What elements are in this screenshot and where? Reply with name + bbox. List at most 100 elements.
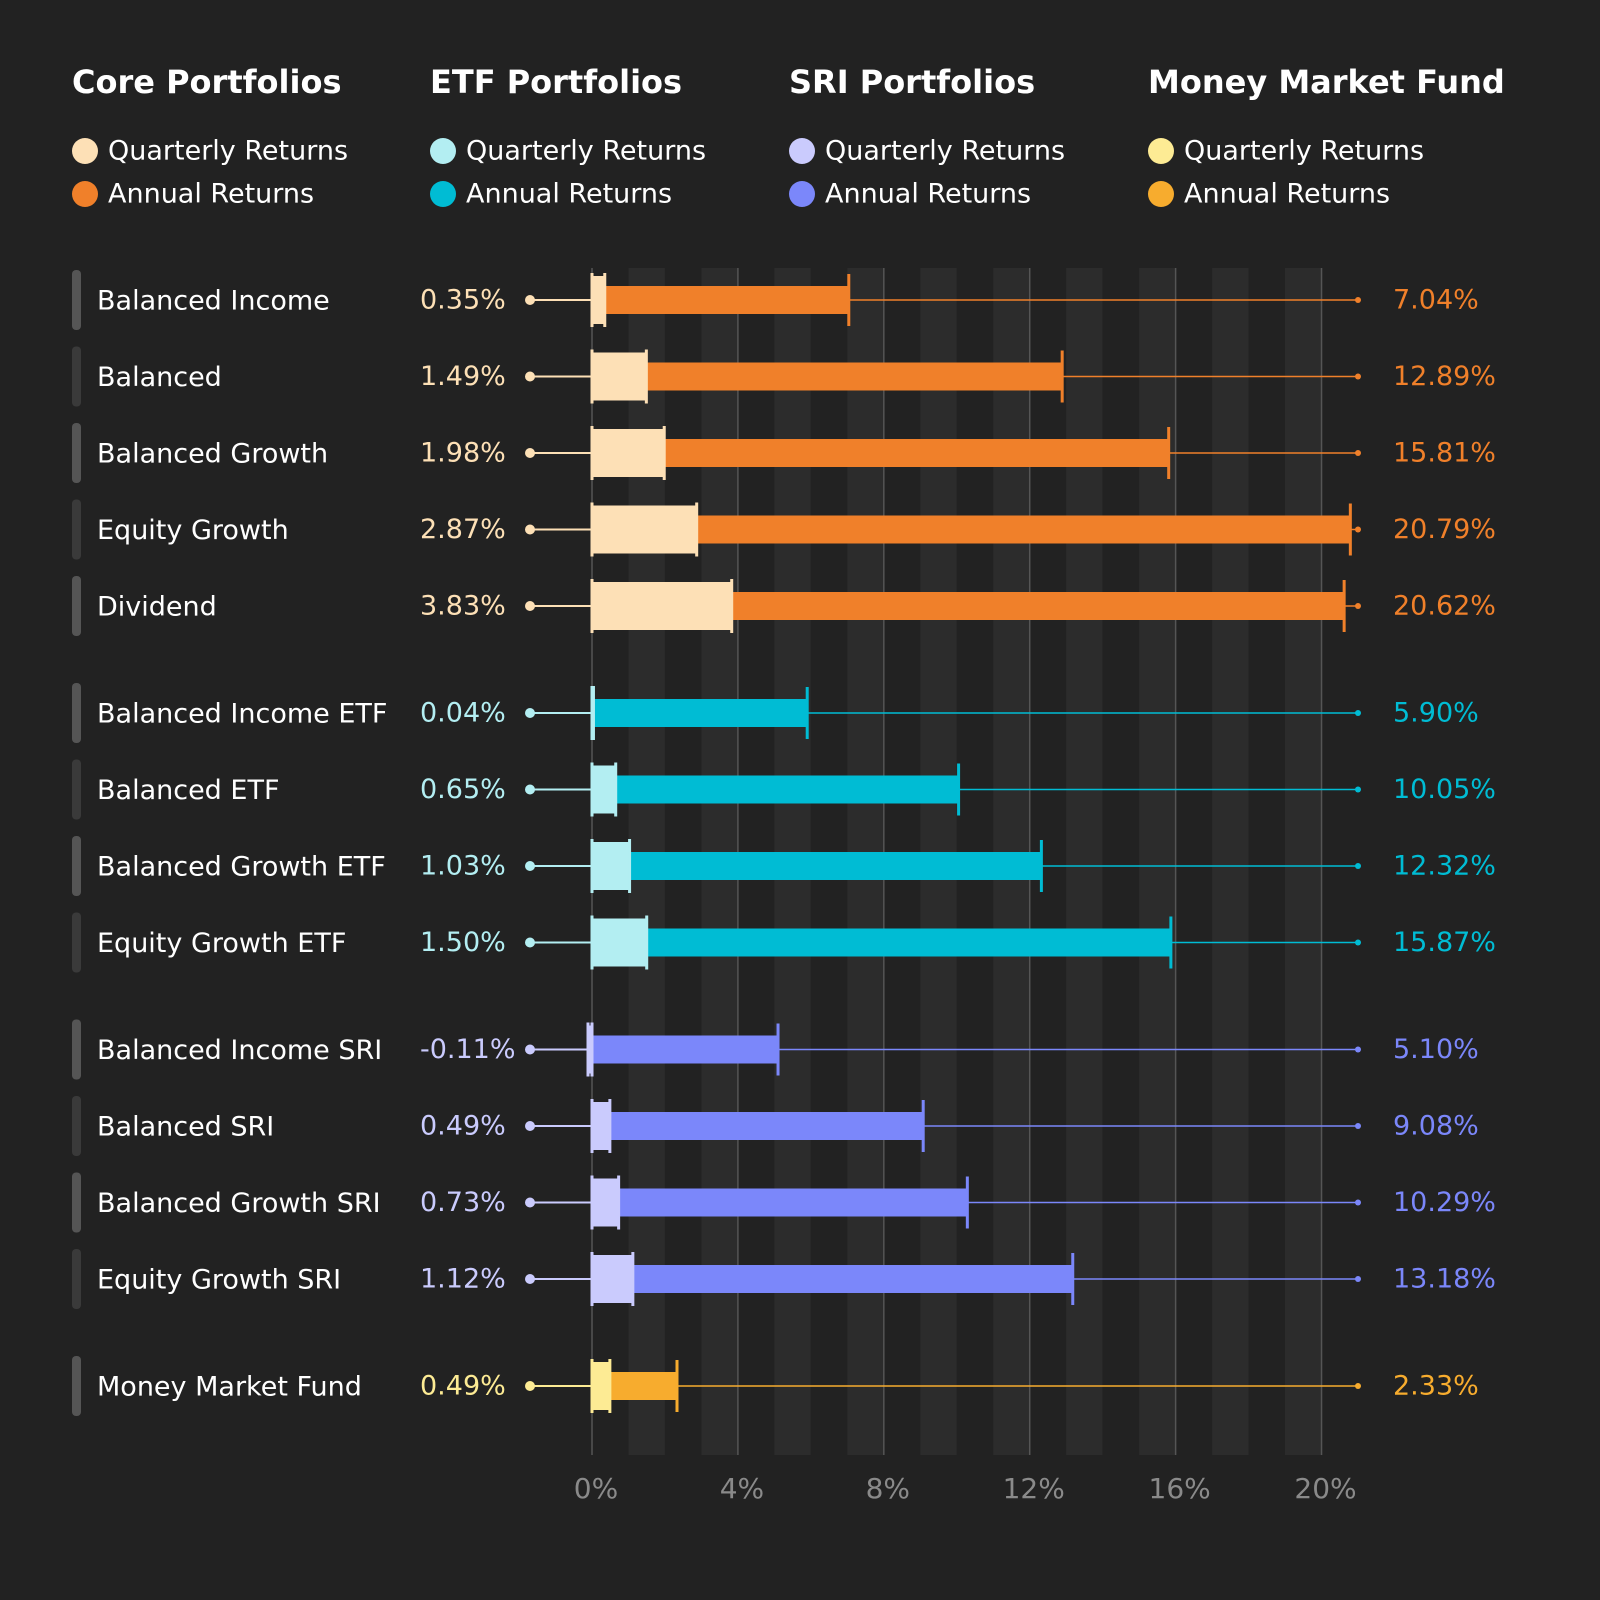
- legend-swatch: [1148, 138, 1174, 164]
- annual-dot: [1355, 710, 1361, 716]
- leader-dot: [525, 448, 535, 458]
- x-tick-label: 20%: [1294, 1472, 1356, 1505]
- legend-swatch: [789, 138, 815, 164]
- quarterly-value-label: 1.49%: [420, 361, 506, 392]
- quarterly-bar: [592, 1102, 610, 1150]
- quarterly-value-label: -0.11%: [420, 1034, 516, 1065]
- legend-swatch: [1148, 181, 1174, 207]
- category-label: Balanced: [97, 362, 222, 393]
- quarterly-value-label: 0.73%: [420, 1187, 506, 1218]
- legend-title: Money Market Fund: [1148, 63, 1505, 101]
- stripe: [1248, 268, 1286, 1455]
- x-tick-label: 16%: [1149, 1472, 1211, 1505]
- category-label: Balanced ETF: [97, 775, 280, 806]
- x-tick-label: 4%: [720, 1472, 764, 1505]
- legend-title: SRI Portfolios: [789, 63, 1035, 101]
- quarterly-bar: [592, 352, 647, 401]
- annual-value-label: 13.18%: [1393, 1264, 1496, 1295]
- leader-dot: [525, 601, 535, 611]
- legend-swatch: [789, 181, 815, 207]
- annual-dot: [1355, 1276, 1361, 1282]
- legend-label: Annual Returns: [825, 179, 1031, 210]
- leader-dot: [525, 1121, 535, 1131]
- annual-value-label: 12.32%: [1393, 851, 1496, 882]
- legend-swatch: [430, 138, 456, 164]
- quarterly-value-label: 1.98%: [420, 438, 506, 469]
- annual-bar: [592, 1265, 1073, 1293]
- legend-title: Core Portfolios: [72, 63, 341, 101]
- category-label: Balanced Income: [97, 286, 330, 317]
- quarterly-value-label: 2.87%: [420, 514, 506, 545]
- quarterly-value-label: 1.03%: [420, 851, 506, 882]
- stripe: [1321, 268, 1358, 1455]
- annual-dot: [1355, 863, 1361, 869]
- quarterly-bar: [592, 765, 616, 814]
- row-marker: [72, 912, 81, 973]
- leader-dot: [525, 784, 535, 795]
- row-marker: [72, 1356, 81, 1416]
- quarterly-bar: [592, 1178, 619, 1227]
- stripe: [1175, 268, 1213, 1455]
- quarterly-bar: [592, 1255, 633, 1303]
- quarterly-bar: [592, 505, 697, 554]
- legend-swatch: [72, 181, 98, 207]
- annual-bar: [592, 1112, 924, 1140]
- quarterly-value-label: 0.49%: [420, 1111, 506, 1142]
- category-label: Balanced Income ETF: [97, 699, 387, 730]
- quarterly-bar: [587, 1025, 592, 1074]
- legend-title: ETF Portfolios: [430, 63, 682, 101]
- quarterly-value-label: 1.50%: [420, 927, 506, 958]
- quarterly-value-label: 0.35%: [420, 285, 506, 316]
- category-label: Balanced Income SRI: [97, 1035, 382, 1066]
- quarterly-value-label: 0.04%: [420, 698, 506, 729]
- annual-bar: [592, 362, 1063, 391]
- quarterly-value-label: 3.83%: [420, 591, 506, 622]
- annual-dot: [1355, 939, 1361, 946]
- annual-value-label: 15.81%: [1393, 438, 1496, 469]
- annual-dot: [1355, 373, 1361, 380]
- annual-value-label: 10.05%: [1393, 774, 1496, 805]
- row-marker: [72, 1019, 81, 1080]
- category-label: Balanced Growth ETF: [97, 852, 386, 883]
- row-marker: [72, 836, 81, 896]
- legend-label: Annual Returns: [1184, 179, 1390, 210]
- x-tick-label: 12%: [1003, 1472, 1065, 1505]
- annual-value-label: 10.29%: [1393, 1187, 1496, 1218]
- stripe: [1285, 268, 1322, 1455]
- annual-value-label: 5.10%: [1393, 1034, 1479, 1065]
- annual-value-label: 7.04%: [1393, 285, 1479, 316]
- annual-bar: [592, 699, 808, 727]
- row-marker: [72, 1096, 81, 1156]
- quarterly-bar: [592, 276, 605, 324]
- annual-dot: [1355, 1199, 1361, 1206]
- quarterly-bar: [592, 582, 732, 630]
- leader-dot: [525, 1381, 535, 1391]
- annual-dot: [1355, 1123, 1361, 1129]
- leader-dot: [525, 708, 535, 718]
- legend-label: Quarterly Returns: [466, 136, 706, 167]
- annual-dot: [1355, 297, 1361, 303]
- row-marker: [72, 1172, 81, 1233]
- annual-value-label: 12.89%: [1393, 361, 1496, 392]
- x-tick-label: 0%: [574, 1472, 618, 1505]
- annual-bar: [592, 852, 1042, 880]
- annual-value-label: 20.62%: [1393, 591, 1496, 622]
- row-marker: [72, 423, 81, 483]
- row-marker: [72, 683, 81, 743]
- category-label: Balanced Growth SRI: [97, 1188, 381, 1219]
- legend-label: Quarterly Returns: [825, 136, 1065, 167]
- annual-bar: [592, 439, 1169, 467]
- legend-label: Annual Returns: [108, 179, 314, 210]
- x-tick-label: 8%: [866, 1472, 910, 1505]
- leader-dot: [525, 295, 535, 305]
- category-label: Dividend: [97, 592, 217, 623]
- quarterly-value-label: 0.49%: [420, 1371, 506, 1402]
- annual-dot: [1355, 526, 1361, 533]
- annual-value-label: 2.33%: [1393, 1371, 1479, 1402]
- annual-bar: [592, 286, 849, 314]
- leader-dot: [525, 524, 535, 535]
- quarterly-bar: [592, 429, 665, 477]
- stripe: [1212, 268, 1249, 1455]
- row-marker: [72, 576, 81, 636]
